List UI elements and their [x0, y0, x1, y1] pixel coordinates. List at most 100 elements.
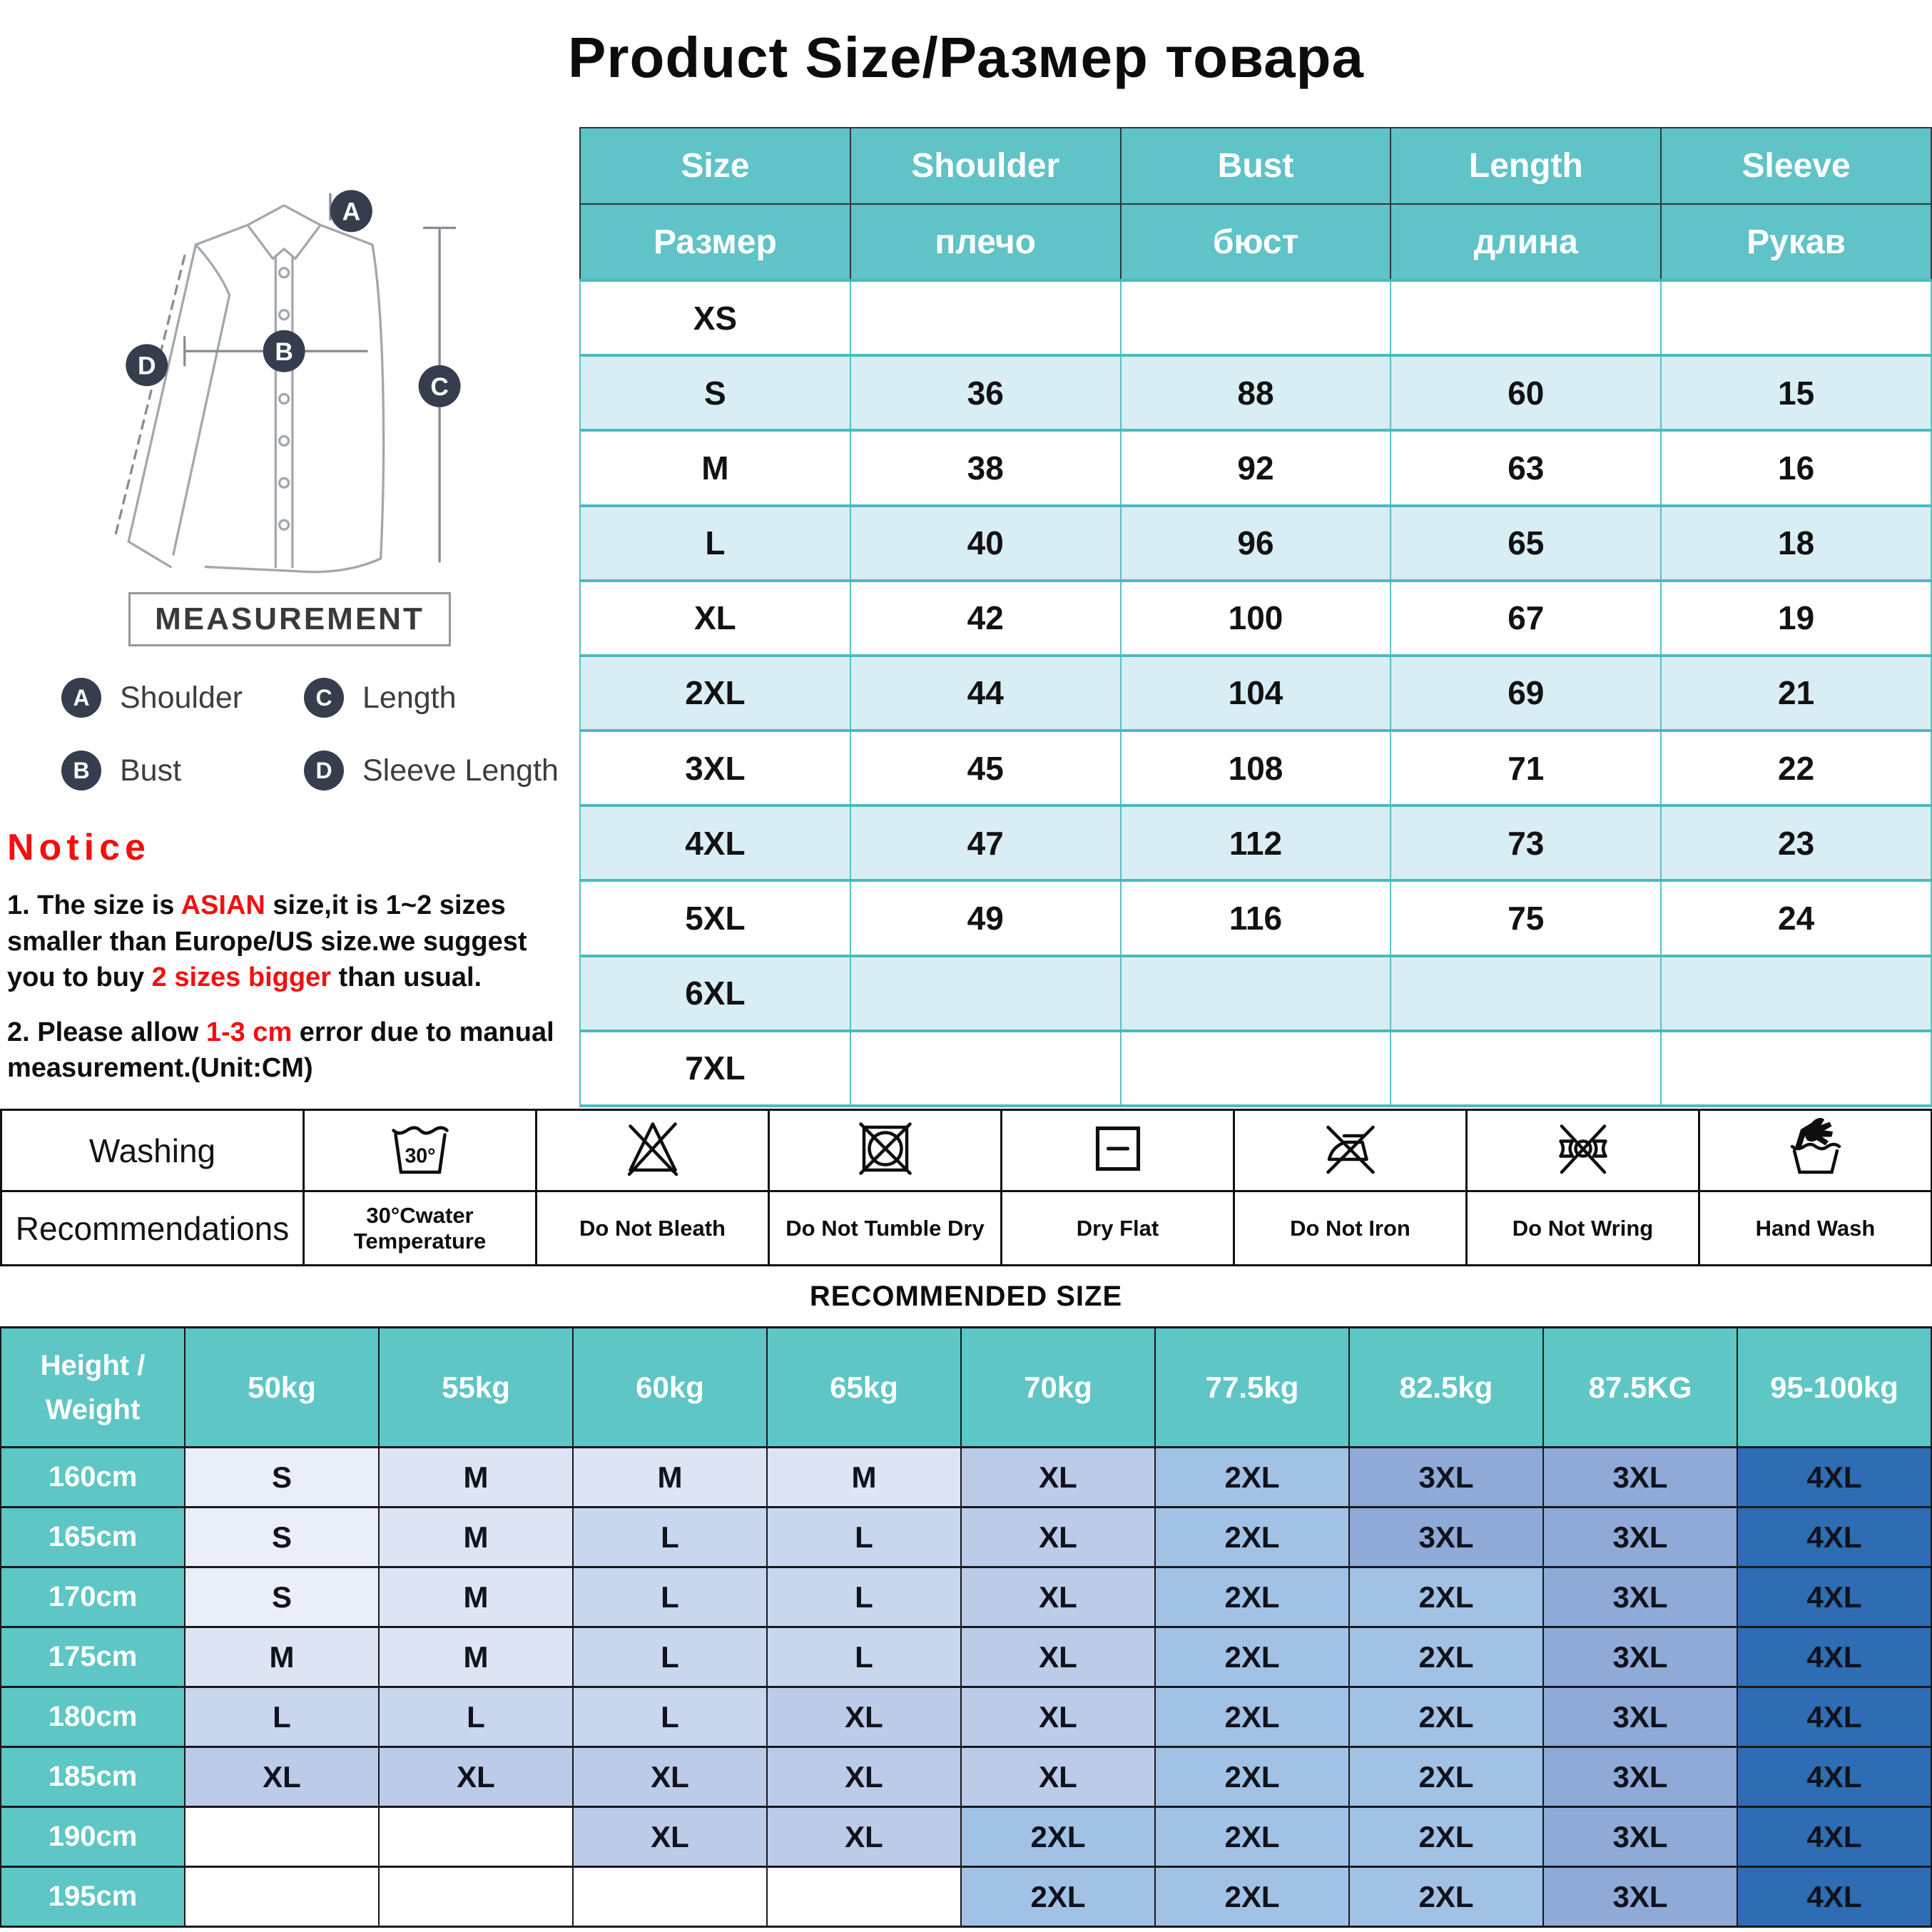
rec-size-cell: 2XL: [960, 1806, 1156, 1868]
size-table-row: XL 42 100 67 19: [579, 579, 1932, 657]
size-value-cell: [849, 1029, 1122, 1108]
rec-size-cell: L: [378, 1686, 574, 1748]
rec-size-cell: XL: [572, 1806, 768, 1868]
size-table: Size Shoulder Bust Length Sleeve Размер …: [579, 127, 1932, 1108]
rec-size-cell: 3XL: [1542, 1746, 1738, 1808]
size-value-cell: 40: [849, 504, 1122, 582]
care-caption: Do Not Bleath: [535, 1190, 770, 1266]
rec-size-cell: 2XL: [1154, 1746, 1350, 1808]
size-value-cell: 100: [1119, 579, 1392, 657]
weight-header: 55kg: [378, 1326, 574, 1448]
rec-size-cell: S: [184, 1446, 380, 1508]
rec-size-cell: XL: [766, 1686, 962, 1748]
rec-size-cell: 2XL: [1154, 1626, 1350, 1688]
care-icons-row: Washing 30°: [0, 1109, 1932, 1192]
rec-size-cell: [766, 1866, 962, 1928]
rec-size-cell: 2XL: [1348, 1806, 1544, 1868]
size-value-cell: [849, 954, 1122, 1032]
rec-size-cell: 3XL: [1542, 1566, 1738, 1628]
care-captions-row: Recommendations 30°Cwater Temperature Do…: [0, 1190, 1932, 1266]
rec-size-cell: 3XL: [1348, 1506, 1544, 1568]
rec-size-cell: 3XL: [1542, 1446, 1738, 1508]
recommended-size-table: Height / Weight 50kg 55kg 60kg 65kg 70kg…: [0, 1326, 1932, 1928]
size-value-cell: [1390, 278, 1662, 357]
care-caption: Do Not Wring: [1465, 1190, 1700, 1266]
size-value-cell: 18: [1660, 504, 1932, 582]
size-value-cell: 63: [1390, 429, 1662, 507]
rec-size-cell: 2XL: [1154, 1686, 1350, 1748]
rec-size-cell: [184, 1806, 380, 1868]
rec-size-cell: L: [184, 1686, 380, 1748]
weight-header: 50kg: [184, 1326, 380, 1448]
size-value-cell: 36: [849, 354, 1122, 432]
rec-table-header: Height / Weight 50kg 55kg 60kg 65kg 70kg…: [0, 1326, 1932, 1448]
size-label-cell: 7XL: [579, 1029, 851, 1108]
rec-size-cell: L: [766, 1626, 962, 1688]
badge-c: C: [430, 373, 449, 401]
legend-label: Bust: [120, 753, 182, 788]
size-value-cell: 116: [1119, 879, 1392, 957]
size-table-row: S 36 88 60 15: [579, 354, 1932, 432]
rec-table-row: 165cm S M L L XL 2XL 3XL 3XL 4XL: [0, 1506, 1932, 1568]
rec-size-cell: 2XL: [1348, 1626, 1544, 1688]
size-value-cell: 65: [1390, 504, 1662, 582]
rec-size-cell: L: [766, 1506, 962, 1568]
legend-label: Sleeve Length: [362, 753, 559, 788]
rec-size-cell: M: [766, 1446, 962, 1508]
legend-item-sleeve-length: D Sleeve Length: [304, 751, 579, 790]
do-not-iron-icon: [1326, 1125, 1375, 1174]
rec-size-cell: 4XL: [1737, 1866, 1932, 1928]
rec-size-cell: XL: [960, 1446, 1156, 1508]
notice-paragraph-2: 2. Please allow 1-3 cm error due to manu…: [7, 1017, 554, 1084]
rec-size-cell: 3XL: [1348, 1446, 1544, 1508]
care-caption: Do Not Iron: [1233, 1190, 1468, 1266]
wash-30-icon: 30°: [391, 1126, 449, 1174]
col-header-sleeve: Sleeve: [1660, 127, 1932, 205]
size-value-cell: 67: [1390, 579, 1662, 657]
rec-table-row: 170cm S M L L XL 2XL 2XL 3XL 4XL: [0, 1566, 1932, 1628]
rec-size-cell: M: [378, 1506, 574, 1568]
rec-size-cell: [378, 1806, 574, 1868]
rec-size-cell: 4XL: [1737, 1506, 1932, 1568]
rec-size-cell: XL: [960, 1506, 1156, 1568]
rec-size-cell: 2XL: [1154, 1506, 1350, 1568]
rec-size-cell: 2XL: [1154, 1866, 1350, 1928]
size-table-row: 4XL 47 112 73 23: [579, 804, 1932, 883]
size-value-cell: [1660, 278, 1932, 357]
size-value-cell: 21: [1660, 654, 1932, 733]
legend-item-bust: B Bust: [61, 751, 304, 790]
size-value-cell: 49: [849, 879, 1122, 957]
rec-size-cell: 3XL: [1542, 1806, 1738, 1868]
size-table-row: 3XL 45 108 71 22: [579, 729, 1932, 808]
page-title: Product Size/Размер товара: [567, 26, 1365, 89]
do-not-wring-icon: [1558, 1124, 1607, 1174]
rec-size-cell: XL: [572, 1746, 768, 1808]
rec-size-cell: XL: [378, 1746, 574, 1808]
col-header-sleeve-ru: Рукав: [1660, 203, 1932, 282]
recommendations-label: Recommendations: [0, 1190, 305, 1266]
size-table-row: L 40 96 65 18: [579, 504, 1932, 582]
size-label-cell: 4XL: [579, 804, 851, 883]
rec-size-cell: M: [378, 1626, 574, 1688]
size-value-cell: 69: [1390, 654, 1662, 733]
size-value-cell: 38: [849, 429, 1122, 507]
size-label-cell: XS: [579, 278, 851, 357]
weight-header: 65kg: [766, 1326, 962, 1448]
col-header-length: Length: [1390, 127, 1662, 205]
care-caption: Dry Flat: [1000, 1190, 1235, 1266]
size-table-row: 2XL 44 104 69 21: [579, 654, 1932, 733]
rec-size-cell: XL: [184, 1746, 380, 1808]
size-table-body: XS S 36 88 60 15 M 38 92 63 16 L 40 96 65 18 XL 42 100 67 19…: [579, 278, 1932, 1108]
size-value-cell: 16: [1660, 429, 1932, 507]
rec-size-cell: M: [378, 1446, 574, 1508]
rec-size-cell: 4XL: [1737, 1566, 1932, 1628]
size-table-row: M 38 92 63 16: [579, 429, 1932, 507]
care-cell: 30°: [302, 1109, 537, 1192]
badge-d: D: [138, 352, 156, 380]
legend-badge-d-icon: D: [304, 751, 344, 790]
height-cell: 160cm: [0, 1446, 185, 1508]
care-caption: Do Not Tumble Dry: [768, 1190, 1002, 1266]
rec-size-cell: 2XL: [1348, 1746, 1544, 1808]
do-not-bleach-icon: [627, 1122, 678, 1176]
